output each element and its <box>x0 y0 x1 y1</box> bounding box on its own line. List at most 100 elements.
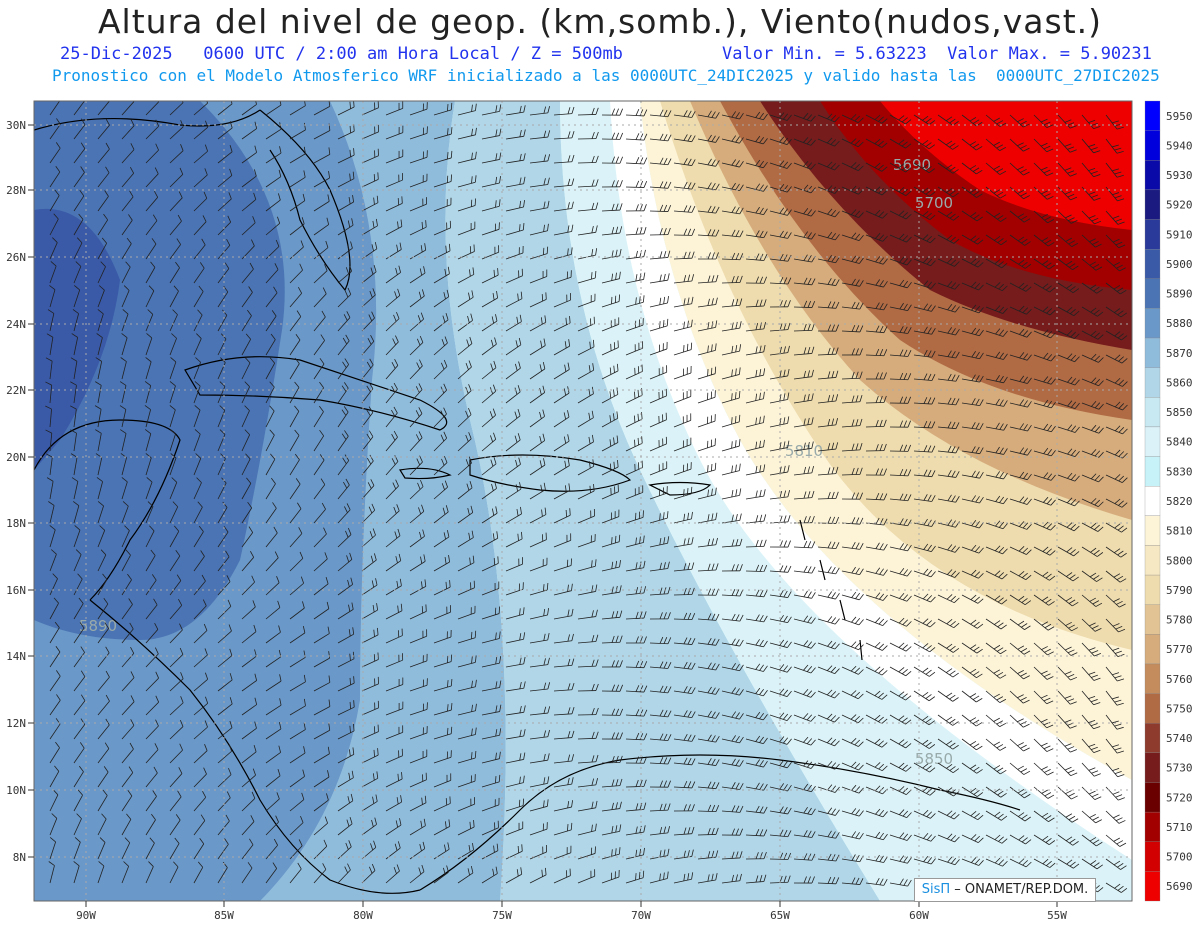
wind-barb <box>961 304 984 314</box>
wind-barb <box>889 372 912 381</box>
wind-barb <box>217 720 233 740</box>
wind-barb <box>409 604 427 620</box>
wind-barb <box>1009 186 1030 200</box>
wind-barb <box>529 177 550 188</box>
wind-barb <box>745 135 768 145</box>
wind-barb <box>889 666 912 677</box>
colorbar-label: 5950 <box>1166 110 1193 123</box>
wind-barb <box>481 866 498 884</box>
wind-barb <box>385 479 399 500</box>
wind-barb <box>313 405 324 428</box>
wind-barb <box>121 309 129 332</box>
wind-barb <box>841 324 864 333</box>
wind-barb <box>553 458 570 476</box>
wind-barb <box>409 579 427 596</box>
wind-barb <box>913 186 936 197</box>
wind-barb <box>673 486 693 500</box>
colorbar-cell <box>1144 278 1161 309</box>
wind-barb <box>841 591 864 601</box>
wind-barb <box>865 443 887 452</box>
wind-barb <box>985 138 1007 152</box>
wind-barb <box>985 471 1008 480</box>
wind-barb <box>985 234 1008 246</box>
wind-barb <box>95 357 103 380</box>
wind-barb <box>193 720 208 740</box>
wind-barb <box>73 261 82 284</box>
wind-barb <box>433 505 449 524</box>
wind-barb <box>505 291 523 308</box>
wind-barb <box>817 566 840 575</box>
wind-barb <box>97 622 109 644</box>
wind-barb <box>985 857 1008 867</box>
wind-barb <box>169 814 181 836</box>
wind-barb <box>49 549 57 572</box>
wind-barb <box>745 489 766 500</box>
wind-barb <box>793 689 816 698</box>
wind-barb <box>1033 762 1054 776</box>
wind-barb <box>505 775 525 788</box>
wind-barb <box>841 371 863 380</box>
wind-barb <box>529 822 548 836</box>
wind-barb <box>193 120 209 140</box>
wind-barb <box>169 719 184 740</box>
wind-barb <box>193 453 202 476</box>
wind-barb <box>337 863 351 884</box>
wind-barb <box>937 234 960 244</box>
wind-barb <box>529 633 550 644</box>
wind-barb <box>697 229 720 237</box>
wind-barb <box>913 832 936 842</box>
wind-barb <box>1105 786 1125 801</box>
wind-barb <box>649 685 672 694</box>
wind-barb <box>121 837 131 860</box>
wind-barb <box>457 290 474 308</box>
wind-barb <box>697 827 719 836</box>
wind-barb <box>97 694 110 716</box>
wind-barb <box>169 429 176 452</box>
wind-barb <box>481 704 502 716</box>
wind-barb <box>673 710 696 719</box>
wind-barb <box>529 867 547 884</box>
wind-barb <box>241 216 256 236</box>
wind-barb <box>721 638 744 647</box>
wind-barb <box>577 270 597 284</box>
wind-barb <box>841 616 864 626</box>
wind-barb <box>49 285 56 308</box>
wind-barb <box>721 414 741 428</box>
wind-barb <box>193 215 207 236</box>
wind-barb <box>673 134 696 143</box>
wind-barb <box>289 698 306 716</box>
wind-barb <box>145 719 159 740</box>
wind-barb <box>697 274 719 284</box>
wind-barb <box>841 877 864 885</box>
wind-barb <box>937 833 960 843</box>
wind-barb <box>745 159 768 169</box>
wind-barb <box>313 699 331 716</box>
wind-barb <box>697 537 718 548</box>
wind-barb <box>505 705 526 716</box>
wind-barb <box>1009 594 1032 606</box>
wind-barb <box>433 312 449 332</box>
wind-barb <box>1057 353 1080 363</box>
wind-barb <box>889 233 912 243</box>
wind-barb <box>577 155 599 164</box>
wind-barb <box>169 309 178 332</box>
wind-barb <box>97 142 110 164</box>
wind-barb <box>121 719 135 740</box>
wind-barb <box>625 732 648 741</box>
lat-label: 24N <box>6 318 26 331</box>
wind-barb <box>1009 328 1032 338</box>
lon-label: 65W <box>770 909 790 922</box>
wind-barb <box>577 559 597 572</box>
wind-barb <box>601 824 622 836</box>
wind-barb <box>45 405 52 428</box>
wind-barb <box>1105 738 1124 754</box>
wind-barb <box>481 481 497 500</box>
wind-barb <box>217 145 233 164</box>
wind-barb <box>313 552 328 572</box>
wind-barb <box>985 186 1007 199</box>
wind-barb <box>961 470 984 479</box>
wind-barb <box>577 363 595 380</box>
wind-barb <box>913 593 936 603</box>
wind-barb <box>529 799 549 812</box>
